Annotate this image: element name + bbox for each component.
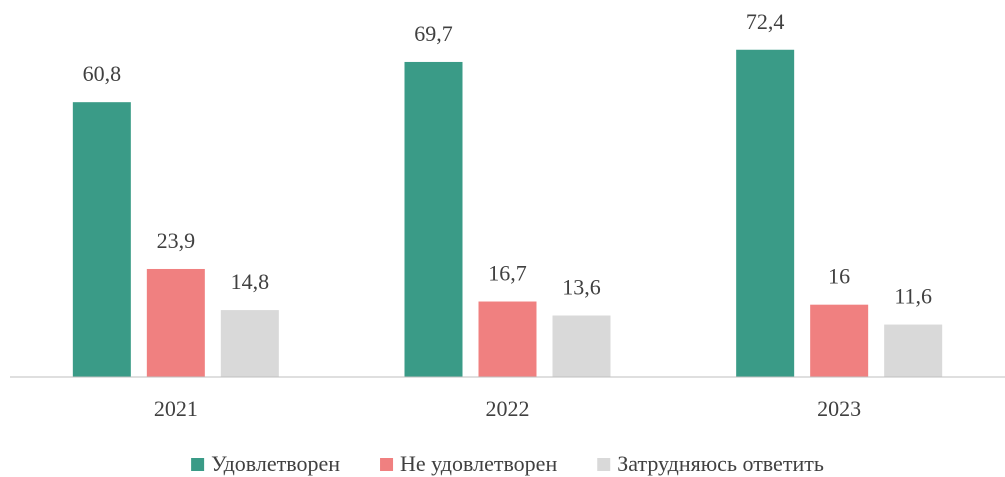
bar <box>552 315 611 377</box>
legend-label: Затрудняюсь ответить <box>617 451 824 476</box>
value-label: 72,4 <box>746 9 785 34</box>
x-tick-label: 2022 <box>486 396 530 421</box>
bar <box>884 324 943 377</box>
bar <box>736 49 795 377</box>
value-label: 13,6 <box>562 275 601 300</box>
value-label: 14,8 <box>231 269 270 294</box>
x-tick-label: 2021 <box>154 396 198 421</box>
legend-swatch <box>380 458 394 471</box>
bar <box>810 304 869 377</box>
bar <box>72 102 131 378</box>
legend-swatch <box>597 458 611 471</box>
bar <box>146 268 205 377</box>
value-label: 23,9 <box>157 228 196 253</box>
bar <box>220 310 279 377</box>
legend-label: Не удовлетворен <box>400 451 557 476</box>
value-label: 11,6 <box>894 284 932 309</box>
bar <box>404 61 463 378</box>
value-label: 16 <box>828 264 850 289</box>
legend-label: Удовлетворен <box>211 451 340 476</box>
legend-swatch <box>191 458 205 471</box>
x-tick-label: 2023 <box>817 396 861 421</box>
value-label: 69,7 <box>414 21 453 46</box>
value-label: 60,8 <box>83 61 122 86</box>
bar <box>478 301 537 377</box>
value-label: 16,7 <box>488 261 527 286</box>
